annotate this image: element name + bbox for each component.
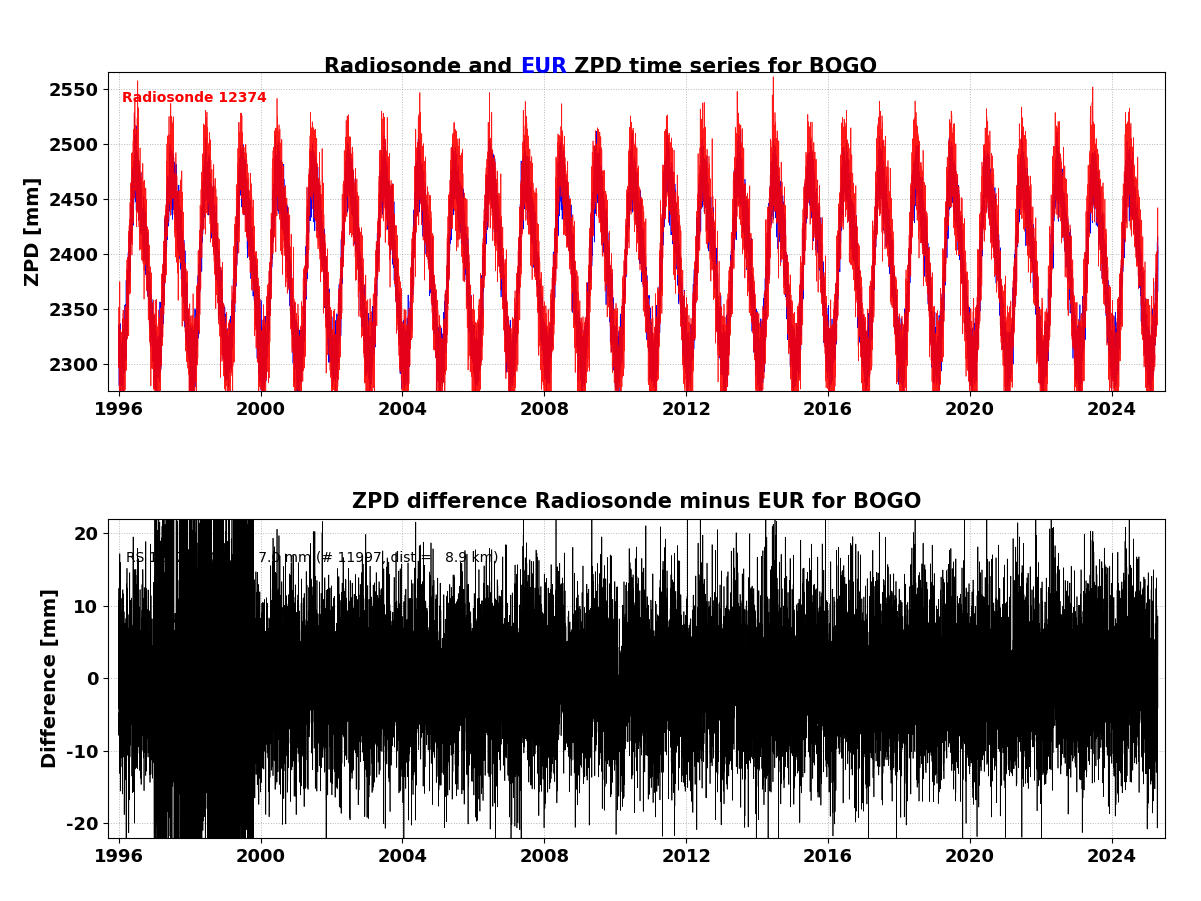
Text: RS 12374: -0.2 +/- 7.0 mm (# 11997, dist =   8.9 km): RS 12374: -0.2 +/- 7.0 mm (# 11997, dist… [126,551,498,566]
Y-axis label: ZPD [mm]: ZPD [mm] [24,177,43,287]
Text: Radiosonde and: Radiosonde and [324,57,520,77]
Text: EUR: EUR [520,57,567,77]
Text: ZPD time series for BOGO: ZPD time series for BOGO [567,57,877,77]
Y-axis label: Difference [mm]: Difference [mm] [41,588,60,769]
Title: ZPD difference Radiosonde minus EUR for BOGO: ZPD difference Radiosonde minus EUR for … [352,492,921,512]
Text: Radiosonde 12374: Radiosonde 12374 [123,91,267,105]
